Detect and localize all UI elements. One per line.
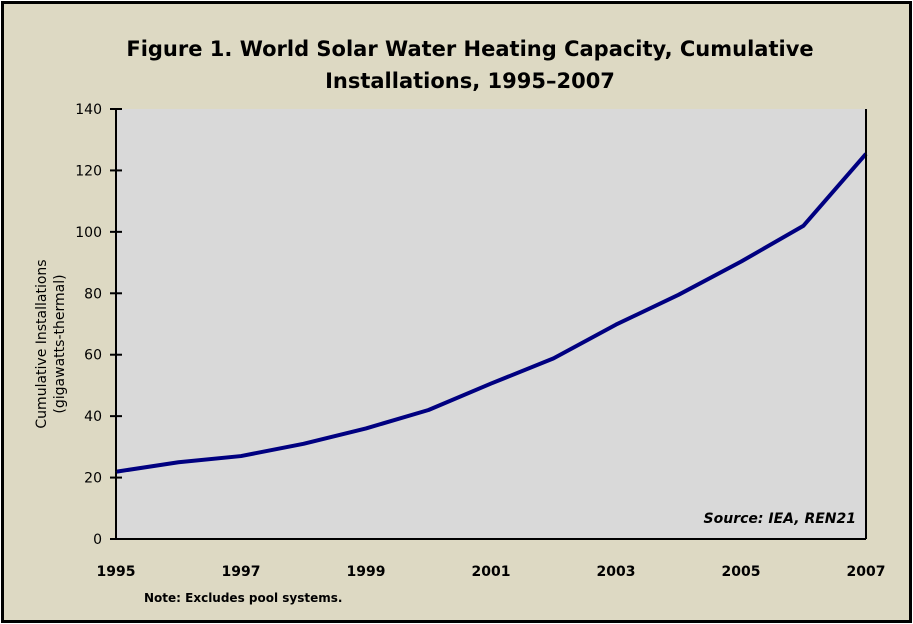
- y-tick-label: 40: [84, 409, 102, 425]
- chart-title-line-2: Installations, 1995–2007: [325, 69, 615, 93]
- plot-area: [116, 109, 866, 539]
- x-tick-label: 2003: [597, 564, 636, 580]
- y-axis-label-line-2: (gigawatts-thermal): [52, 274, 68, 413]
- source-annotation: Source: IEA, REN21: [704, 511, 856, 527]
- y-tick-label: 0: [93, 532, 102, 548]
- data-point: [678, 294, 679, 296]
- y-tick-label: 100: [75, 225, 102, 241]
- data-point: [115, 471, 117, 473]
- data-point: [178, 461, 179, 463]
- line-chart: Figure 1. World Solar Water Heating Capa…: [34, 37, 886, 605]
- data-point: [428, 409, 429, 411]
- data-point: [740, 261, 742, 263]
- chart-title-line-1: Figure 1. World Solar Water Heating Capa…: [126, 37, 813, 61]
- data-point: [490, 383, 492, 385]
- x-tick-label: 2001: [472, 564, 511, 580]
- y-tick-label: 120: [75, 163, 102, 179]
- data-point: [803, 225, 804, 227]
- data-point: [553, 357, 554, 359]
- data-point: [303, 443, 304, 445]
- footnote: Note: Excludes pool systems.: [144, 591, 342, 605]
- x-tick-label: 2005: [722, 564, 761, 580]
- x-tick-label: 1995: [97, 564, 136, 580]
- x-tick-label: 1999: [347, 564, 386, 580]
- data-point: [615, 324, 617, 326]
- y-tick-label: 20: [84, 471, 102, 487]
- y-tick-label: 140: [75, 102, 102, 118]
- data-point: [365, 427, 367, 429]
- x-tick-label: 2007: [847, 564, 886, 580]
- data-point: [865, 153, 867, 155]
- y-tick-label: 60: [84, 348, 102, 364]
- y-tick-label: 80: [84, 286, 102, 302]
- y-axis-label-line-1: Cumulative Installations: [34, 259, 50, 428]
- x-tick-label: 1997: [222, 564, 261, 580]
- data-point: [240, 455, 242, 457]
